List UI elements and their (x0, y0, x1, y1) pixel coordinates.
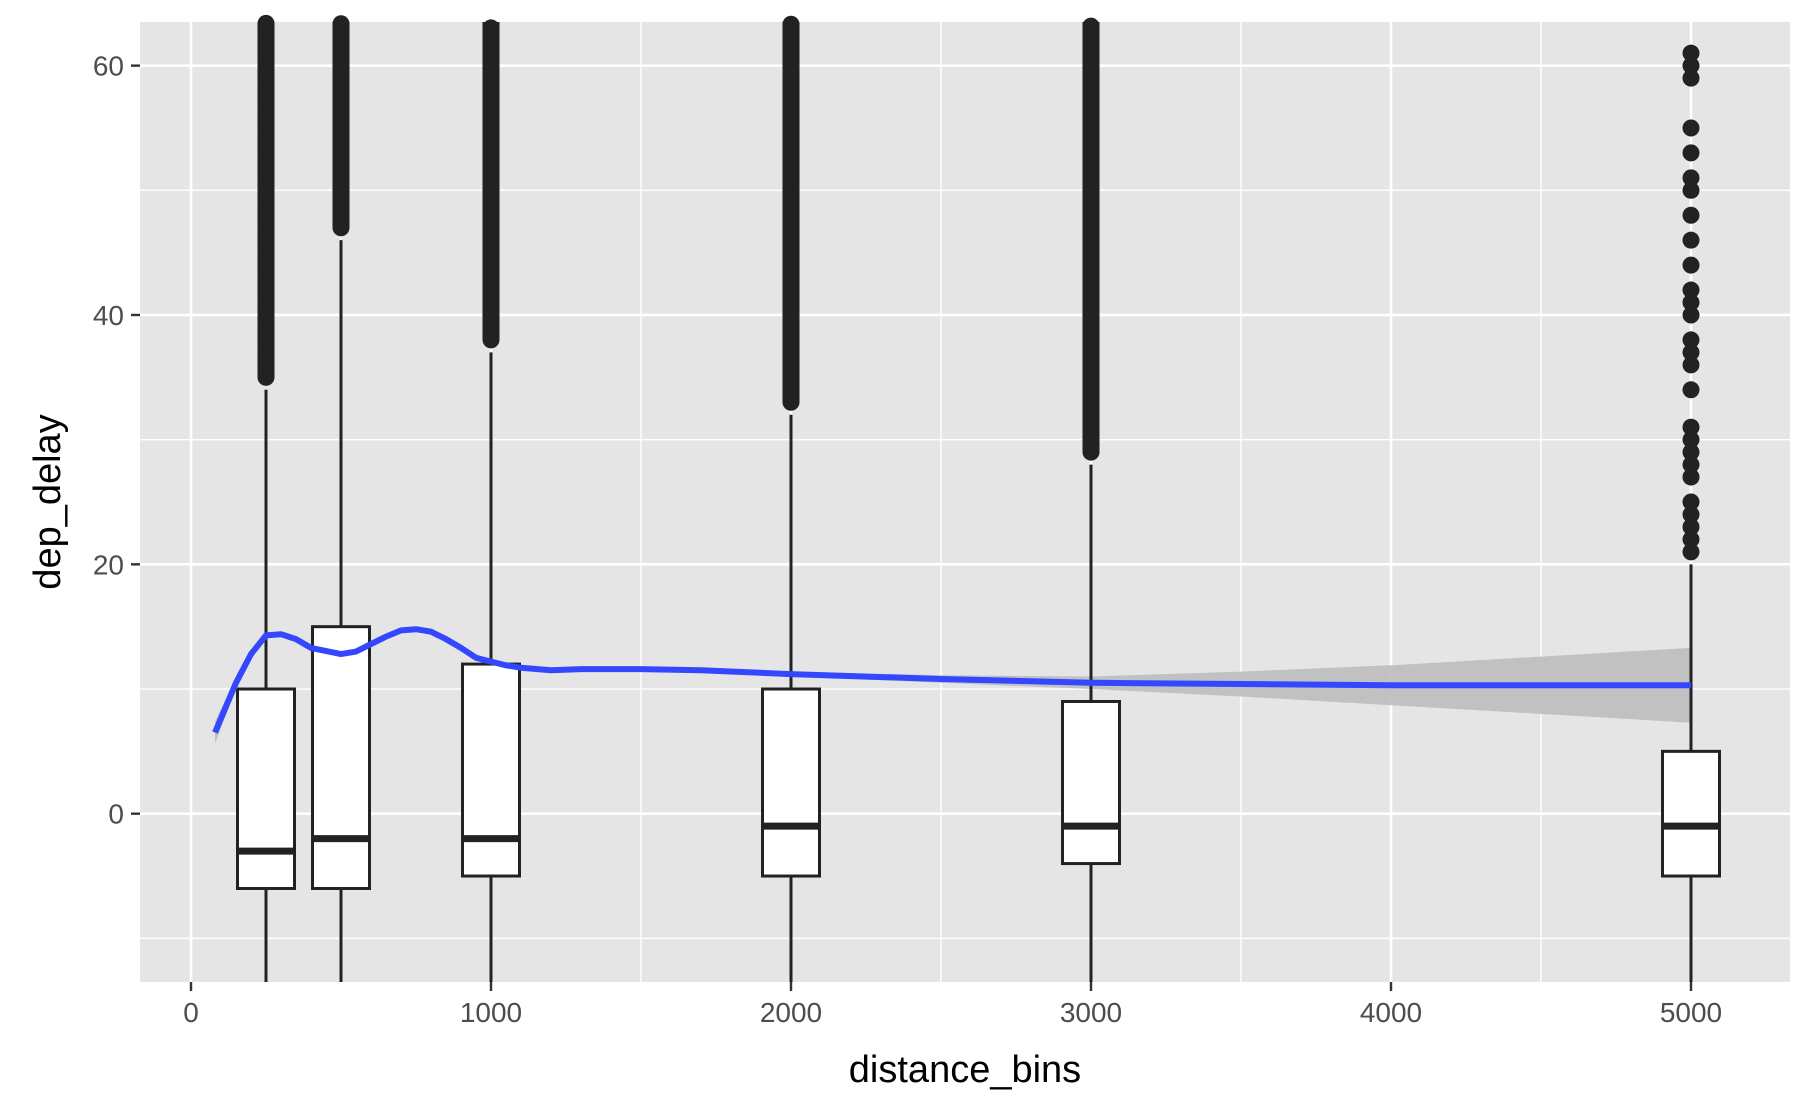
x-tick-label: 0 (183, 997, 199, 1028)
y-tick-label: 20 (93, 549, 124, 580)
y-axis-title: dep_delay (27, 414, 69, 589)
outlier-point (1682, 57, 1700, 75)
outliers (332, 15, 350, 237)
outliers (257, 14, 275, 386)
outlier-point (1682, 294, 1700, 312)
outlier-point (1682, 231, 1700, 249)
outliers (782, 15, 800, 411)
outlier-point (1682, 543, 1700, 561)
outlier-point (1682, 443, 1700, 461)
box-2000 (761, 15, 821, 982)
x-tick-label: 5000 (1660, 997, 1722, 1028)
outlier-point (1682, 181, 1700, 199)
outlier-point (1682, 69, 1700, 87)
outlier-point (1682, 169, 1700, 187)
outlier-point (1682, 343, 1700, 361)
y-tick-label: 0 (108, 799, 124, 830)
outlier-point (1682, 418, 1700, 436)
box-iqr (761, 687, 821, 878)
box-iqr (236, 687, 296, 890)
box-iqr (461, 662, 521, 878)
outlier-point (1682, 431, 1700, 449)
box-500 (311, 15, 371, 982)
outlier-point (1682, 505, 1700, 523)
grid-minor (140, 22, 1790, 982)
outlier-point (1682, 530, 1700, 548)
outlier-point (782, 15, 800, 33)
outlier-point (1682, 206, 1700, 224)
x-tick-label: 3000 (1060, 997, 1122, 1028)
smooth-layer (212, 626, 1691, 734)
outlier-point (1682, 468, 1700, 486)
outlier-point (1682, 331, 1700, 349)
box-3000 (1061, 17, 1121, 982)
x-tick-label: 4000 (1360, 997, 1422, 1028)
outlier-point (1682, 306, 1700, 324)
outlier-point (1682, 44, 1700, 62)
outlier-point (257, 14, 275, 32)
outlier-point (332, 15, 350, 33)
box-layer (236, 14, 1721, 982)
y-axis: 0 20 40 60 (93, 51, 140, 830)
outlier-point (1682, 119, 1700, 137)
box-iqr (1061, 699, 1121, 866)
outlier-point (1682, 493, 1700, 511)
outlier-point (1082, 17, 1100, 35)
panel-background (140, 22, 1790, 982)
box-iqr (1661, 749, 1721, 878)
outlier-point (1682, 381, 1700, 399)
outlier-point (1682, 456, 1700, 474)
outliers (1082, 17, 1100, 461)
x-axis: 0 1000 2000 3000 4000 5000 (183, 982, 1722, 1028)
x-axis-title: distance_bins (849, 1049, 1081, 1091)
box-iqr (311, 625, 371, 890)
x-tick-label: 2000 (760, 997, 822, 1028)
box-5000 (1661, 44, 1721, 982)
outlier-point (1682, 518, 1700, 536)
box-1000 (461, 19, 521, 982)
outliers (1682, 44, 1700, 561)
y-tick-label: 40 (93, 300, 124, 331)
y-tick-label: 60 (93, 51, 124, 82)
outlier-point (482, 19, 500, 37)
outliers (482, 19, 500, 349)
outlier-point (1682, 256, 1700, 274)
smooth-line (212, 626, 1691, 734)
box-250 (236, 14, 296, 982)
outlier-point (1682, 144, 1700, 162)
outlier-point (1682, 356, 1700, 374)
outlier-point (1682, 281, 1700, 299)
x-tick-label: 1000 (460, 997, 522, 1028)
